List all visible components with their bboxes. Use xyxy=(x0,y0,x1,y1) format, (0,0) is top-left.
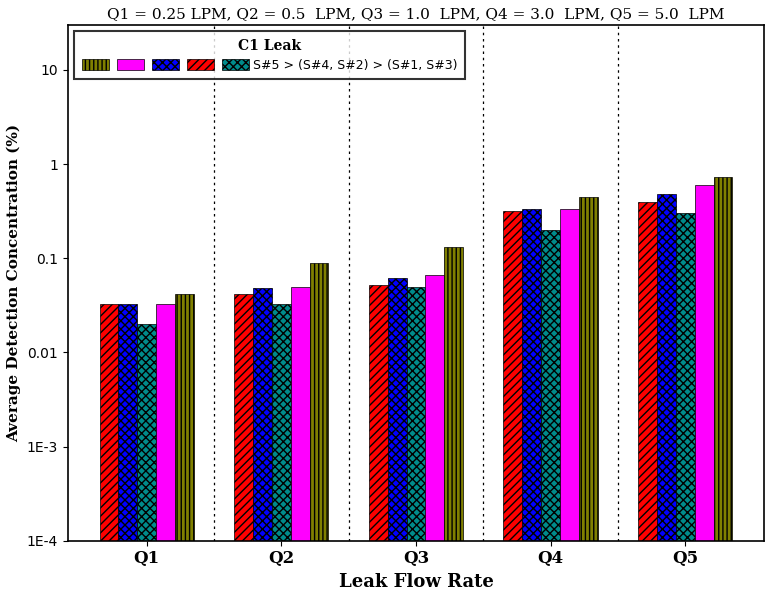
Bar xyxy=(369,285,388,541)
Bar xyxy=(579,197,598,541)
Bar xyxy=(657,194,676,541)
Bar xyxy=(119,304,137,541)
Bar xyxy=(156,304,175,541)
Bar xyxy=(444,248,463,541)
Title: Q1 = 0.25 LPM, Q2 = 0.5  LPM, Q3 = 1.0  LPM, Q4 = 3.0  LPM, Q5 = 5.0  LPM: Q1 = 0.25 LPM, Q2 = 0.5 LPM, Q3 = 1.0 LP… xyxy=(107,7,725,21)
Legend: , , , , S#5 > (S#4, S#2) > (S#1, S#3): , , , , S#5 > (S#4, S#2) > (S#1, S#3) xyxy=(74,31,465,80)
Bar xyxy=(310,263,328,541)
Bar xyxy=(234,294,253,541)
Bar xyxy=(522,209,541,541)
Bar xyxy=(676,213,695,541)
Bar xyxy=(272,304,291,541)
Y-axis label: Average Detection Concentration (%): Average Detection Concentration (%) xyxy=(7,124,22,442)
Bar xyxy=(406,286,426,541)
Bar xyxy=(695,185,713,541)
Bar xyxy=(713,178,732,541)
Bar xyxy=(137,324,156,541)
Bar xyxy=(638,202,657,541)
Bar xyxy=(503,210,522,541)
Bar xyxy=(541,230,560,541)
Bar xyxy=(99,304,119,541)
X-axis label: Leak Flow Rate: Leak Flow Rate xyxy=(338,573,493,591)
Bar xyxy=(560,209,579,541)
Bar xyxy=(175,294,194,541)
Bar xyxy=(291,286,310,541)
Bar xyxy=(253,288,272,541)
Bar xyxy=(426,274,444,541)
Bar xyxy=(388,277,406,541)
